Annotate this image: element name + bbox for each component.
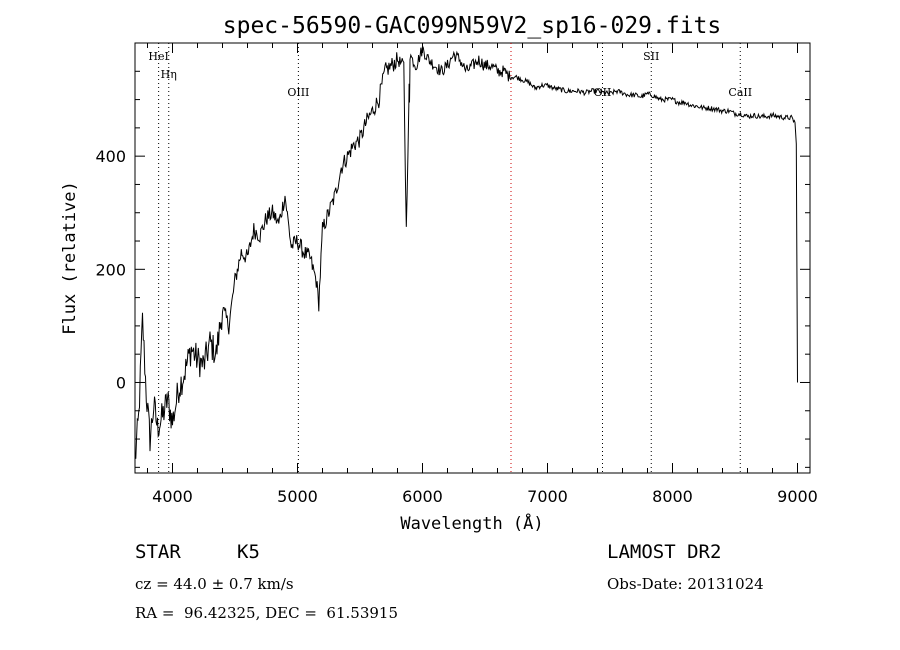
object-class: STAR	[135, 541, 181, 563]
x-tick-label: 4000	[152, 487, 193, 506]
x-axis-label: Wavelength (Å)	[400, 512, 543, 534]
survey-name: LAMOST DR2	[607, 541, 722, 563]
chart-title: spec-56590-GAC099N59V2_sp16-029.fits	[223, 13, 722, 39]
x-tick-label: 8000	[652, 487, 693, 506]
reference-line-label: OIII	[287, 86, 309, 99]
x-tick-label: 5000	[277, 487, 318, 506]
redshift-cz: cz = 44.0 ± 0.7 km/s	[135, 575, 294, 593]
x-tick-label: 7000	[527, 487, 568, 506]
spectrum-line	[134, 44, 798, 459]
reference-line-label: HeI	[148, 50, 168, 63]
y-tick-label: 400	[95, 147, 126, 166]
reference-line-label: Hη	[161, 68, 177, 81]
series-layer	[134, 44, 798, 459]
y-tick-label: 0	[116, 373, 126, 392]
y-tick-label: 200	[95, 260, 126, 279]
x-tick-label: 6000	[402, 487, 443, 506]
observation-date: Obs-Date: 20131024	[607, 575, 764, 593]
reference-line-label: SII	[643, 50, 659, 63]
coordinates: RA = 96.42325, DEC = 61.53915	[135, 604, 399, 622]
y-axis-label: Flux (relative)	[60, 181, 80, 335]
x-tick-label: 9000	[777, 487, 818, 506]
subclass: K5	[237, 541, 260, 563]
axis-ticks: 4000 5000 6000 7000 8000 9000 0 200 400	[95, 42, 818, 506]
reference-line-label: CaII	[728, 86, 752, 99]
